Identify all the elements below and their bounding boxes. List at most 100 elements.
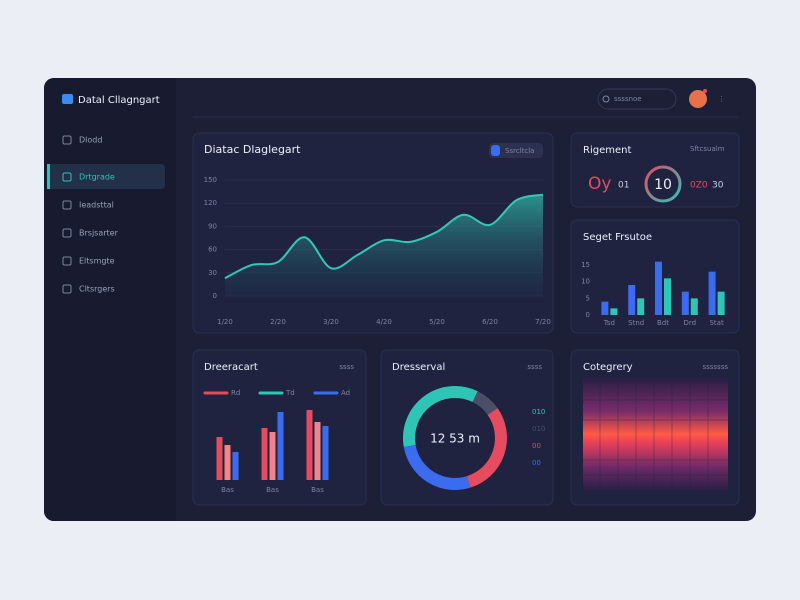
legend-label: Td — [285, 389, 295, 397]
sidebar — [44, 78, 176, 521]
heatmap-grid — [583, 378, 728, 490]
menu-icon[interactable]: ⋮ — [718, 95, 725, 103]
nav-item[interactable]: Brsjsarter — [79, 229, 119, 238]
y-tick-label: 120 — [204, 199, 217, 207]
nav-icon — [62, 284, 72, 294]
gauge-right-value: 30 — [712, 181, 724, 191]
donut-legend-label: 00 — [532, 459, 541, 467]
nav-icon — [62, 135, 72, 145]
nav-icon — [62, 200, 72, 210]
bar — [690, 298, 698, 315]
y-tick-label: 0 — [586, 311, 590, 319]
x-tick-label: 3/20 — [323, 318, 339, 326]
nav-item[interactable]: Eltsmgte — [79, 257, 115, 266]
toggle-label: Ssrcltcla — [505, 147, 534, 155]
bar — [601, 301, 609, 315]
bar — [628, 285, 636, 315]
brand: Datal Cllagngart — [78, 95, 160, 106]
bar — [314, 422, 321, 480]
x-tick-label: 1/20 — [217, 318, 233, 326]
gauge-left: Oy — [588, 174, 611, 194]
toggle-button[interactable] — [489, 143, 543, 158]
bar — [232, 452, 239, 480]
donut-center: 12 53 m — [430, 432, 480, 446]
card-title: Dreeracart — [204, 362, 258, 373]
card-title: Cotegrery — [583, 362, 633, 373]
card-title: Dresserval — [392, 362, 445, 373]
search-box[interactable] — [597, 88, 677, 110]
nav-icon — [62, 228, 72, 238]
y-tick-label: 15 — [581, 261, 590, 269]
donut-segment — [466, 408, 507, 488]
nav-icon — [62, 256, 72, 266]
heatmap — [583, 378, 728, 490]
bar — [277, 412, 284, 480]
active-marker — [47, 164, 50, 189]
bar — [261, 428, 268, 480]
x-tick-label: 6/20 — [482, 318, 498, 326]
x-tick-label: 5/20 — [429, 318, 445, 326]
y-tick-label: 60 — [208, 246, 217, 254]
card-title: Seget Frsutoe — [583, 232, 652, 243]
y-tick-label: 150 — [204, 176, 217, 184]
card-title: Diatac Dlaglegart — [204, 143, 301, 156]
gauge-center: 10 — [654, 177, 672, 193]
area — [225, 194, 543, 296]
donut-segment — [403, 444, 471, 490]
nav-item[interactable]: Drtgrade — [79, 173, 115, 182]
x-tick-label: Tsd — [603, 319, 615, 327]
gauge-right: 0Z0 — [690, 181, 708, 191]
logo — [62, 94, 73, 104]
card-note: ssss — [339, 363, 354, 371]
search-text: ssssnoe — [614, 95, 642, 103]
x-tick-label: Bas — [266, 486, 279, 494]
notification-dot — [703, 89, 707, 93]
toggle-knob — [491, 145, 500, 156]
bar — [681, 291, 689, 315]
nav-item[interactable]: Ieadsttal — [79, 201, 114, 210]
bar — [655, 261, 662, 315]
y-tick-label: 5 — [586, 294, 590, 302]
donut-segment — [472, 391, 498, 416]
line — [224, 193, 544, 280]
bar — [216, 437, 223, 480]
active-item — [47, 164, 165, 189]
nav-item[interactable]: Cltsrgers — [79, 285, 115, 294]
donut-legend-label: 010 — [532, 408, 545, 416]
avatar[interactable] — [689, 90, 707, 108]
y-tick-label: 0 — [213, 292, 217, 300]
gauge-left-value: 01 — [618, 181, 629, 191]
y-tick-label: 90 — [208, 222, 217, 230]
legend-label: Rd — [231, 389, 240, 397]
x-tick-label: Stat — [709, 319, 723, 327]
bar — [717, 291, 725, 315]
bar — [322, 426, 329, 480]
donut-segment — [403, 386, 478, 448]
bar — [224, 445, 231, 480]
bar — [664, 278, 671, 315]
x-tick-label: Bas — [311, 486, 324, 494]
x-tick-label: Bas — [221, 486, 234, 494]
x-tick-label: Stnd — [628, 319, 644, 327]
legend-label: Ad — [341, 389, 350, 397]
y-tick-label: 10 — [581, 278, 590, 286]
card-note: ssss — [527, 363, 542, 371]
x-tick-label: 4/20 — [376, 318, 392, 326]
card-title: Rigement — [583, 145, 631, 156]
card-note: sssssss — [702, 363, 728, 371]
x-tick-label: Drd — [684, 319, 697, 327]
gauge-ring — [644, 165, 682, 203]
bar — [610, 308, 618, 315]
x-tick-label: Bdt — [657, 319, 669, 327]
y-tick-label: 30 — [208, 269, 217, 277]
nav-icon — [62, 172, 72, 182]
donut-legend-label: 00 — [532, 442, 541, 450]
bar — [708, 271, 716, 315]
nav-item[interactable]: Dlodd — [79, 136, 102, 145]
card-note: Sftcsualm — [690, 145, 725, 153]
bar — [269, 432, 276, 480]
search-icon — [602, 95, 610, 103]
x-tick-label: 7/20 — [535, 318, 551, 326]
donut-legend-label: 010 — [532, 425, 545, 433]
